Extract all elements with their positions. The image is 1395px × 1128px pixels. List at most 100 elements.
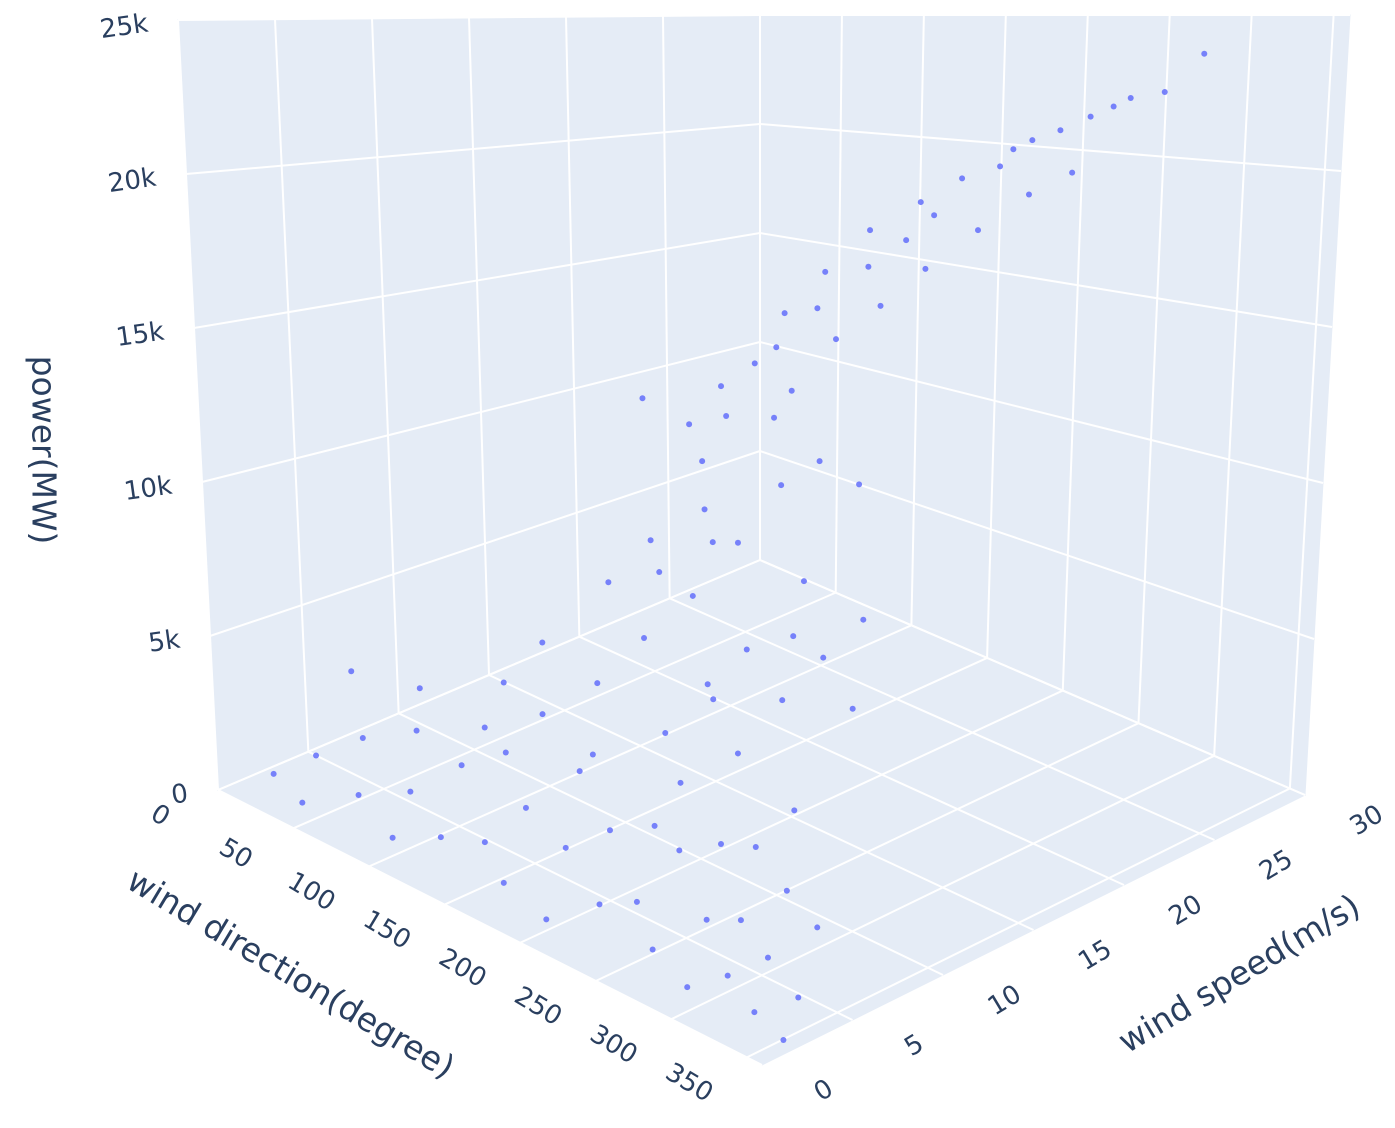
grid-line	[759, 559, 1306, 796]
point	[791, 807, 798, 814]
point	[751, 360, 758, 367]
point	[407, 788, 414, 795]
point	[606, 827, 613, 834]
z-tick-label: 25k	[98, 9, 150, 45]
point	[931, 212, 938, 219]
grid-line	[759, 232, 1333, 328]
point	[543, 916, 550, 923]
point	[270, 770, 277, 777]
point	[703, 916, 710, 923]
point	[641, 635, 648, 642]
point	[355, 792, 362, 799]
y-tick-label: 30	[1345, 799, 1389, 842]
point	[781, 310, 788, 317]
point	[686, 421, 693, 428]
point	[576, 768, 583, 775]
y-tick-label: 20	[1164, 889, 1208, 932]
grid-line	[177, 19, 219, 791]
point	[867, 227, 874, 234]
point	[710, 696, 717, 703]
point	[903, 237, 910, 244]
point	[481, 724, 488, 731]
point	[500, 879, 507, 886]
point	[997, 163, 1004, 170]
point	[1201, 50, 1208, 57]
point	[458, 762, 465, 769]
point	[820, 654, 827, 661]
point	[877, 302, 884, 309]
point	[788, 387, 795, 394]
point	[639, 395, 646, 402]
point	[502, 749, 509, 756]
point	[814, 924, 821, 931]
point	[701, 506, 708, 513]
point	[500, 679, 507, 686]
grid-line	[1061, 14, 1089, 691]
point	[734, 539, 741, 546]
grid-line	[669, 597, 1215, 841]
point	[959, 175, 966, 182]
grid-line	[274, 19, 310, 752]
grid-line	[217, 559, 761, 791]
point	[413, 727, 420, 734]
point	[1010, 146, 1017, 153]
point	[689, 592, 696, 599]
point	[389, 834, 396, 841]
grid-line	[217, 789, 763, 1066]
point	[734, 750, 741, 757]
grid-line	[578, 635, 1125, 886]
x-tick-label: 200	[433, 943, 491, 994]
grid-line	[565, 16, 581, 637]
y-axis-title: wind speed(m/s)	[1111, 886, 1366, 1061]
point	[822, 268, 829, 275]
grid-line	[177, 14, 761, 21]
point	[359, 735, 366, 742]
point	[718, 840, 725, 847]
z-tick-label: 0	[169, 779, 190, 811]
grid-line	[1288, 14, 1335, 789]
x-tick-label: 300	[585, 1019, 643, 1070]
grid-line	[209, 450, 761, 637]
point	[743, 646, 750, 653]
point	[677, 779, 684, 786]
point	[539, 711, 546, 718]
point	[348, 668, 355, 675]
z-tick-label: 20k	[106, 163, 158, 199]
point	[780, 1037, 787, 1044]
grid-line	[910, 14, 925, 626]
point	[917, 199, 924, 206]
z-tick-label: 5k	[147, 625, 182, 659]
point	[416, 685, 423, 692]
point	[1029, 137, 1036, 144]
point	[633, 898, 640, 905]
grid-line	[986, 14, 1007, 658]
point	[684, 984, 691, 991]
grid-line	[759, 450, 1315, 640]
grid-line	[1137, 14, 1171, 724]
point	[724, 972, 731, 979]
point	[922, 265, 929, 272]
point	[718, 383, 725, 390]
point	[605, 579, 612, 586]
point	[656, 569, 663, 576]
point	[699, 458, 706, 465]
point	[481, 839, 488, 846]
point	[662, 730, 669, 737]
grid-line	[1213, 14, 1253, 756]
y-tick-label: 0	[809, 1073, 839, 1107]
z-tick-label: 15k	[114, 317, 166, 353]
y-tick-label: 5	[899, 1028, 929, 1062]
grid-line	[185, 123, 761, 175]
point	[773, 344, 780, 351]
point	[562, 844, 569, 851]
point	[704, 681, 711, 688]
point	[771, 414, 778, 421]
point	[596, 901, 603, 908]
x-tick-label: 250	[509, 981, 567, 1032]
grid-line	[662, 15, 671, 599]
grid-line	[488, 674, 1034, 931]
point	[849, 705, 856, 712]
grid-line	[759, 341, 1324, 484]
